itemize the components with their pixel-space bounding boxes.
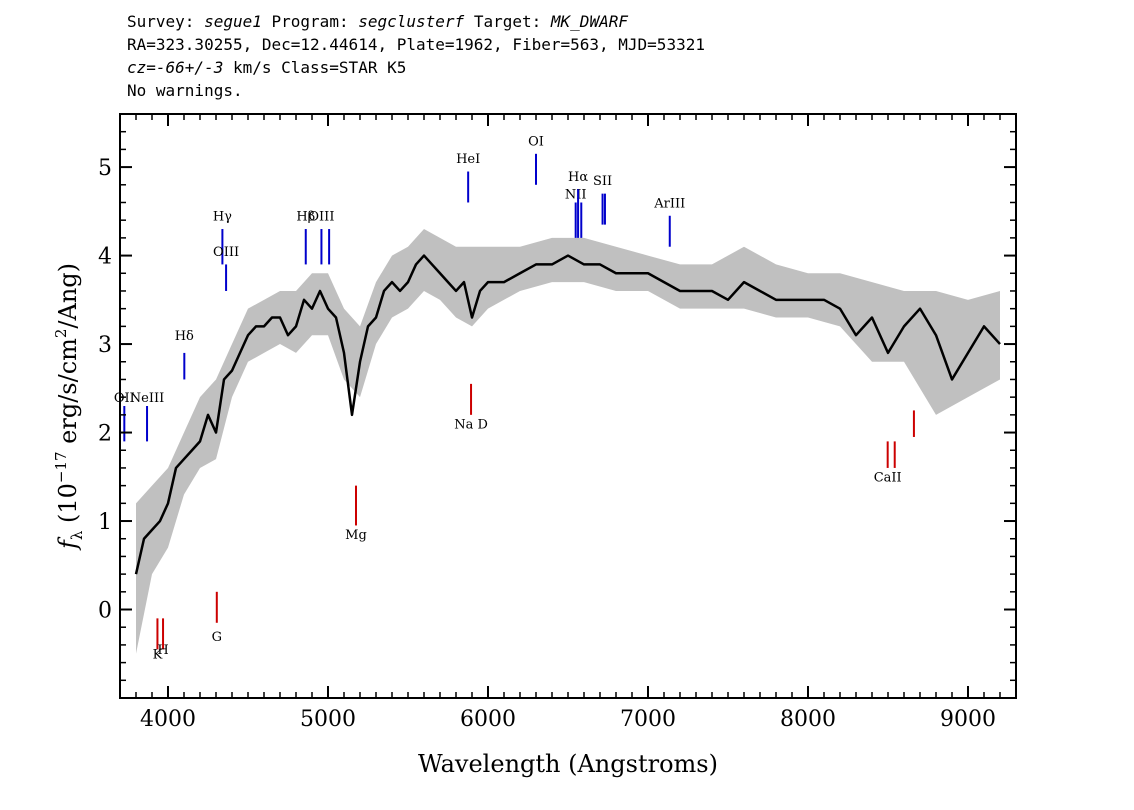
spectral-line-label: Hγ [213, 210, 232, 225]
target-value: MK_DWARF [550, 12, 628, 31]
header-line-coordinates: RA=323.30255, Dec=12.44614, Plate=1962, … [127, 35, 705, 54]
header-line-redshift: cz=-66+/-3 km/s Class=STAR K5 [127, 56, 705, 79]
cz-label: cz [127, 58, 147, 77]
spectral-line-label: SII [593, 174, 612, 189]
y-axis-label-open: (10 [54, 483, 82, 531]
flux-series-line [134, 254, 1001, 575]
spectral-line-label: Hδ [175, 329, 194, 344]
y-axis-label-subscript: λ [68, 530, 86, 540]
x-tick-label: 8000 [780, 707, 836, 732]
spectral-line-label: HeI [456, 152, 480, 167]
spectral-line-label: OIII [308, 210, 334, 225]
y-tick-label: 3 [98, 333, 112, 358]
y-tick-label: 4 [98, 245, 112, 270]
x-tick-label: 9000 [940, 707, 996, 732]
header-line-survey: Survey: segue1 Program: segclusterf Targ… [127, 10, 705, 33]
spectral-line-label: Na D [454, 418, 488, 433]
x-tick-label: 4000 [140, 707, 196, 732]
spectral-line-label: OIII [213, 245, 239, 260]
spectral-line-label: Mg [345, 528, 367, 543]
spectral-line-label: H [157, 643, 168, 658]
y-axis-label-exponent2: 2 [52, 329, 70, 339]
y-axis-label-mid: erg/s/cm [54, 338, 82, 452]
x-tick-label: 5000 [300, 707, 356, 732]
y-tick-label: 0 [98, 599, 112, 624]
spectral-line-label: NeIII [130, 391, 164, 406]
x-axis-label: Wavelength (Angstroms) [418, 750, 718, 778]
target-label: Target: [473, 12, 542, 31]
y-tick-label: 1 [98, 510, 112, 535]
cz-class: km/s Class=STAR K5 [223, 58, 407, 77]
y-tick-label: 5 [98, 156, 112, 181]
axis-ticks-layer: 4000 5000 6000 7000 8000 9000 0 1 2 3 4 5 [98, 113, 1017, 732]
y-tick-label: 2 [98, 422, 112, 447]
spectral-line-label: OI [528, 134, 544, 149]
spectral-line-label: ArIII [653, 196, 685, 211]
spectrum-header: Survey: segue1 Program: segclusterf Targ… [127, 10, 705, 102]
y-axis-label-exponent: −17 [52, 451, 70, 483]
survey-label: Survey: [127, 12, 195, 31]
survey-value: segue1 [204, 12, 262, 31]
y-axis-label-close: /Ang) [54, 263, 82, 329]
x-tick-label: 6000 [460, 707, 516, 732]
cz-value: =-66+/-3 [146, 58, 224, 77]
program-value: segclusterf [358, 12, 465, 31]
spectral-line-label: K [153, 648, 163, 663]
header-line-warnings: No warnings. [127, 81, 243, 100]
y-axis-label: fλ (10−17 erg/s/cm2/Ang) [52, 263, 86, 551]
spectral-line-label: Hα [568, 170, 588, 185]
flux-layer [134, 254, 1001, 575]
error-band-layer [136, 229, 1000, 654]
error-band [136, 229, 1000, 654]
program-label: Program: [271, 12, 349, 31]
spectral-line-label: Hβ [296, 210, 315, 225]
x-tick-label: 7000 [620, 707, 676, 732]
spectral-line-label: G [212, 630, 222, 645]
spectral-line-label: NII [565, 187, 587, 202]
spectral-line-label: CaII [874, 471, 902, 486]
